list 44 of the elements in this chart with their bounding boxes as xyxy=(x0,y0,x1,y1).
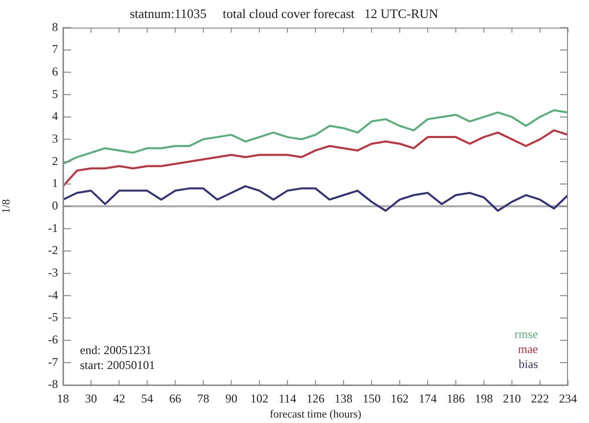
y-tick-label: 4 xyxy=(52,109,58,124)
x-tick-label: 222 xyxy=(530,391,549,406)
x-tick-label: 78 xyxy=(197,391,210,406)
annotation: start: 20050101 xyxy=(80,358,155,372)
y-tick-label: 3 xyxy=(52,131,58,146)
y-tick-label: 2 xyxy=(52,154,58,168)
y-tick-label: 1 xyxy=(52,176,58,190)
annotation: end: 20051231 xyxy=(80,343,152,358)
x-tick-label: 30 xyxy=(85,391,98,406)
y-tick-label: -2 xyxy=(48,243,58,258)
x-tick-label: 18 xyxy=(57,391,69,406)
text: bias xyxy=(518,357,538,372)
x-tick-label: 186 xyxy=(446,391,465,406)
y-tick-label: -5 xyxy=(48,310,58,324)
x-tick-label: 102 xyxy=(250,391,268,406)
y-tick-label: -1 xyxy=(48,220,58,235)
y-axis-title: 1/8 xyxy=(0,198,12,214)
text: mae xyxy=(518,342,538,356)
y-tick-label: -8 xyxy=(48,377,58,392)
chart-title: statnum:11035 total cloud cover forecast 12 UTC-RUN xyxy=(130,6,439,22)
y-tick-label: 7 xyxy=(52,42,58,56)
y-tick-label: -3 xyxy=(48,265,58,280)
x-tick-label: 162 xyxy=(390,391,409,406)
x-tick-label: 54 xyxy=(141,391,154,406)
x-tick-label: 150 xyxy=(362,391,381,406)
x-tick-label: 234 xyxy=(559,391,577,406)
x-tick-label: 174 xyxy=(418,391,437,406)
x-tick-label: 114 xyxy=(278,391,296,406)
y-tick-label: 0 xyxy=(52,198,58,212)
x-tick-label: 66 xyxy=(169,391,182,406)
y-tick-label: -6 xyxy=(48,332,58,346)
y-tick-label: -7 xyxy=(48,354,58,369)
x-axis-title: forecast time (hours) xyxy=(270,408,362,420)
y-tick-label: 8 xyxy=(52,20,58,34)
y-tick-label: 6 xyxy=(52,64,58,78)
x-tick-label: 90 xyxy=(225,391,238,406)
x-tick-label: 126 xyxy=(306,391,324,406)
x-tick-label: 138 xyxy=(334,391,353,406)
x-tick-label: 198 xyxy=(474,391,493,406)
y-tick-label: -4 xyxy=(48,288,58,302)
text: rmse xyxy=(514,327,538,342)
x-tick-label: 42 xyxy=(113,391,126,406)
y-tick-label: 5 xyxy=(52,86,58,101)
x-tick-label: 210 xyxy=(502,391,521,406)
